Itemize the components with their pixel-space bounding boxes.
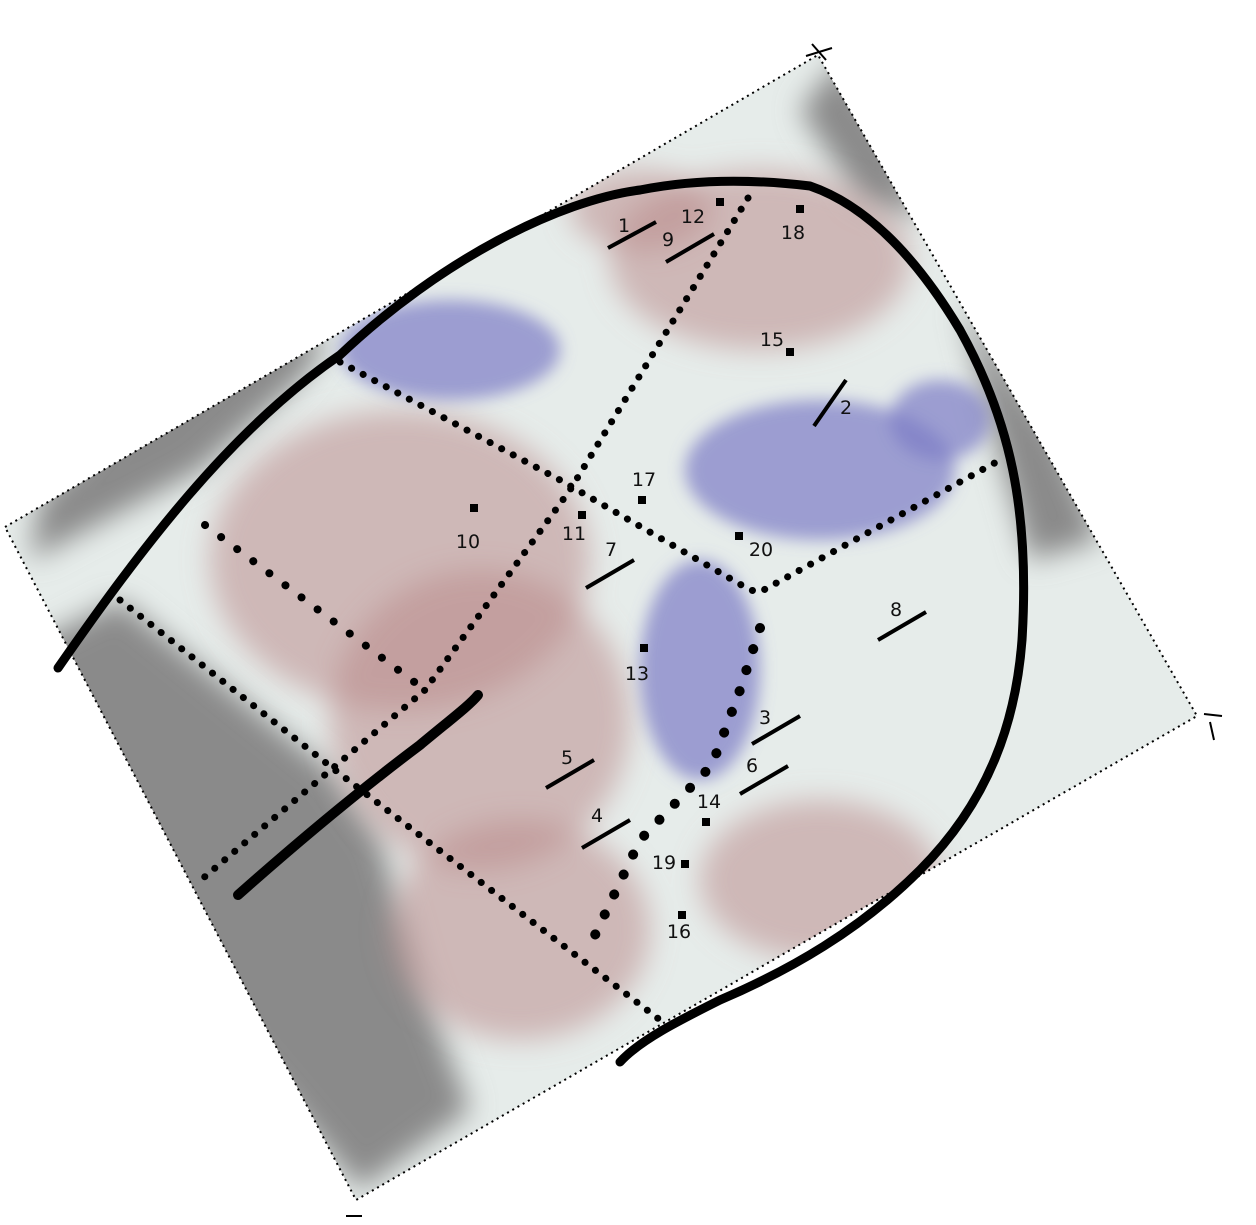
marker-18: 18	[781, 205, 805, 244]
warm-region	[570, 170, 710, 250]
marker-bar	[876, 610, 928, 642]
region-boundary	[53, 176, 1029, 1067]
marker-15: 15	[760, 329, 794, 356]
cool-region	[340, 300, 560, 400]
warm-region	[330, 570, 630, 870]
marker-16: 16	[667, 911, 691, 943]
marker-label: 20	[749, 539, 773, 561]
marker-bar	[750, 714, 802, 746]
marker-label: 14	[697, 791, 721, 813]
marker-19: 19	[652, 852, 689, 874]
cool-region	[640, 560, 760, 780]
marker-label: 8	[890, 599, 902, 621]
marker-label: 16	[667, 921, 691, 943]
dotted-line	[201, 521, 429, 694]
marker-1: 1	[607, 215, 657, 250]
corner-crosshair	[805, 43, 833, 61]
marker-12: 12	[681, 198, 724, 228]
marker-17: 17	[632, 469, 656, 504]
marker-label: 18	[781, 222, 805, 244]
marker-label: 10	[456, 531, 480, 553]
cool-region	[890, 380, 990, 460]
dotted-line	[116, 596, 664, 1024]
marker-8: 8	[876, 599, 928, 642]
marker-square	[786, 348, 794, 356]
marker-label: 7	[605, 539, 617, 561]
marker-bar	[584, 558, 636, 590]
marker-label: 19	[652, 852, 676, 874]
marker-bar	[607, 220, 657, 250]
cool-regions	[340, 300, 990, 780]
warm-regions	[210, 170, 940, 1040]
marker-3: 3	[750, 707, 802, 746]
marker-square	[796, 205, 804, 213]
marker-label: 2	[840, 397, 852, 419]
marker-square	[735, 532, 743, 540]
marker-4: 4	[580, 805, 632, 850]
marker-bar	[664, 232, 716, 264]
marker-square	[470, 504, 478, 512]
marker-bar	[544, 758, 596, 790]
marker-square	[702, 818, 710, 826]
marker-10: 10	[456, 504, 480, 553]
marker-square	[716, 198, 724, 206]
marker-5: 5	[544, 747, 596, 790]
dotted-lines	[116, 194, 1004, 1024]
marker-square	[678, 911, 686, 919]
marker-label: 11	[562, 523, 586, 545]
corner-crosshair	[1203, 713, 1223, 741]
marker-square	[681, 860, 689, 868]
cool-region	[685, 400, 955, 540]
marker-bar	[738, 764, 790, 796]
marker-9: 9	[662, 229, 716, 264]
marker-label: 9	[662, 229, 674, 251]
marker-2: 2	[812, 378, 852, 428]
gray-region	[30, 330, 330, 560]
marker-label: 17	[632, 469, 656, 491]
marker-13: 13	[625, 644, 649, 685]
marker-square	[640, 644, 648, 652]
marker-square	[638, 496, 646, 504]
marker-6: 6	[738, 755, 790, 796]
marker-label: 6	[746, 755, 758, 777]
corner-marks	[346, 43, 1223, 1217]
marker-label: 12	[681, 206, 705, 228]
marker-square	[578, 511, 586, 519]
marker-label: 5	[561, 747, 573, 769]
marker-label: 1	[618, 215, 630, 237]
marker-bar	[580, 818, 632, 850]
marker-label: 4	[591, 805, 603, 827]
marker-7: 7	[584, 539, 636, 590]
dotted-line	[191, 194, 752, 889]
inner-stroke	[233, 690, 483, 900]
marker-11: 11	[562, 511, 586, 545]
dotted-line	[336, 358, 1004, 596]
warm-region	[390, 820, 650, 1040]
marker-label: 13	[625, 663, 649, 685]
marker-20: 20	[735, 532, 773, 561]
marker-14: 14	[697, 791, 721, 826]
marker-label: 3	[759, 707, 771, 729]
marker-label: 15	[760, 329, 784, 351]
marker-bar	[812, 378, 848, 428]
dotted-line	[590, 623, 765, 940]
